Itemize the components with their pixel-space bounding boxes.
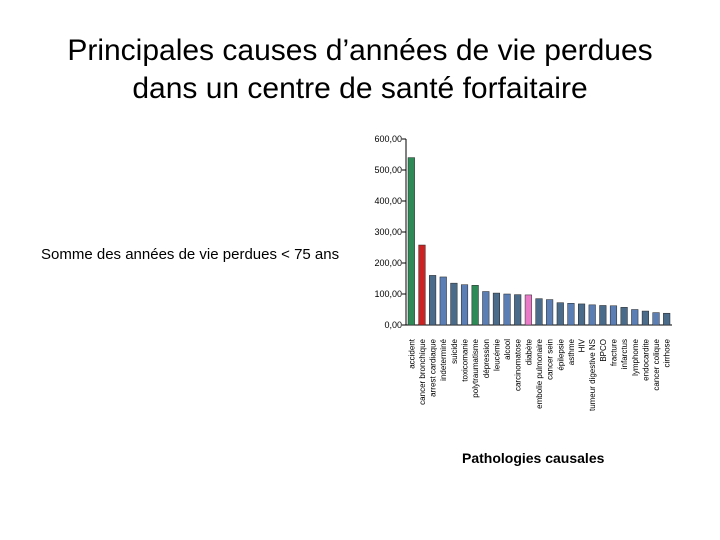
bar [631,309,639,326]
bar [578,303,586,326]
x-tick-label: arrest cardiaque [429,338,438,396]
x-tick-label: cancer colique [652,338,661,390]
y-axis-label: Somme des années de vie perdues < 75 ans [41,246,340,263]
bar [429,275,437,326]
title-line-1: Principales causes d’années de vie perdu… [67,34,653,67]
x-tick-label: endocardite [641,338,650,380]
x-tick-label: suicide [450,338,459,363]
y-tick-label: 400,00 [374,196,402,206]
x-tick-label: cancer bronchique [418,338,427,404]
x-tick-label: infarctus [620,339,629,369]
x-tick-label: indeterminé [439,338,448,380]
bar [450,282,458,326]
x-tick-label: épilepsie [556,338,565,370]
y-tick-label: 0,00 [384,320,402,330]
y-tick-label: 500,00 [374,165,402,175]
bar [663,312,671,326]
bar [460,284,469,326]
x-tick-label: polytraumatisme [471,338,480,397]
bar [471,285,479,326]
bar [567,303,575,326]
bar [641,310,649,326]
y-tick-label: 200,00 [374,258,402,268]
y-tick-label: 100,00 [374,289,402,299]
bar [556,302,564,326]
bar [546,299,554,326]
bar [599,305,607,326]
x-tick-label: diabète [524,338,533,365]
x-tick-label: tumeur digestive NS [588,339,597,411]
slide-title: Principales causes d’années de vie perdu… [0,32,720,108]
x-tick-label: lymphome [631,338,640,375]
bar [609,305,618,326]
x-tick-label: cancer sein [546,339,555,380]
y-tick-label: 600,00 [374,134,402,144]
bar [407,157,415,326]
x-tick-label: alcool [503,339,512,360]
x-tick-label: accident [407,338,416,369]
bar [524,294,532,326]
y-tick-label: 300,00 [374,227,402,237]
x-tick-label: BPCO [599,339,608,362]
x-tick-label: embolie pulmonaire [535,338,544,408]
x-tick-label: cirrhose [663,338,672,367]
bar [514,294,522,326]
bar [439,276,447,326]
x-tick-label: HIV [578,338,587,352]
bar [418,244,426,326]
bar [503,293,511,326]
x-tick-label: leucémie [492,338,501,371]
bar [535,298,543,326]
x-tick-label: asthme [567,338,576,365]
x-tick-label: dépression [482,339,491,378]
bar [482,291,490,326]
bar [620,307,628,326]
x-axis-label: Pathologies causales [462,450,605,466]
title-line-2: dans un centre de santé forfaitaire [132,72,588,105]
bar [588,304,596,326]
x-tick-label: fracture [609,338,618,366]
x-tick-label: toxicomanie [461,338,470,381]
bar [652,312,660,326]
bar [492,292,500,326]
x-tick-label: carcinomatose [514,338,523,391]
